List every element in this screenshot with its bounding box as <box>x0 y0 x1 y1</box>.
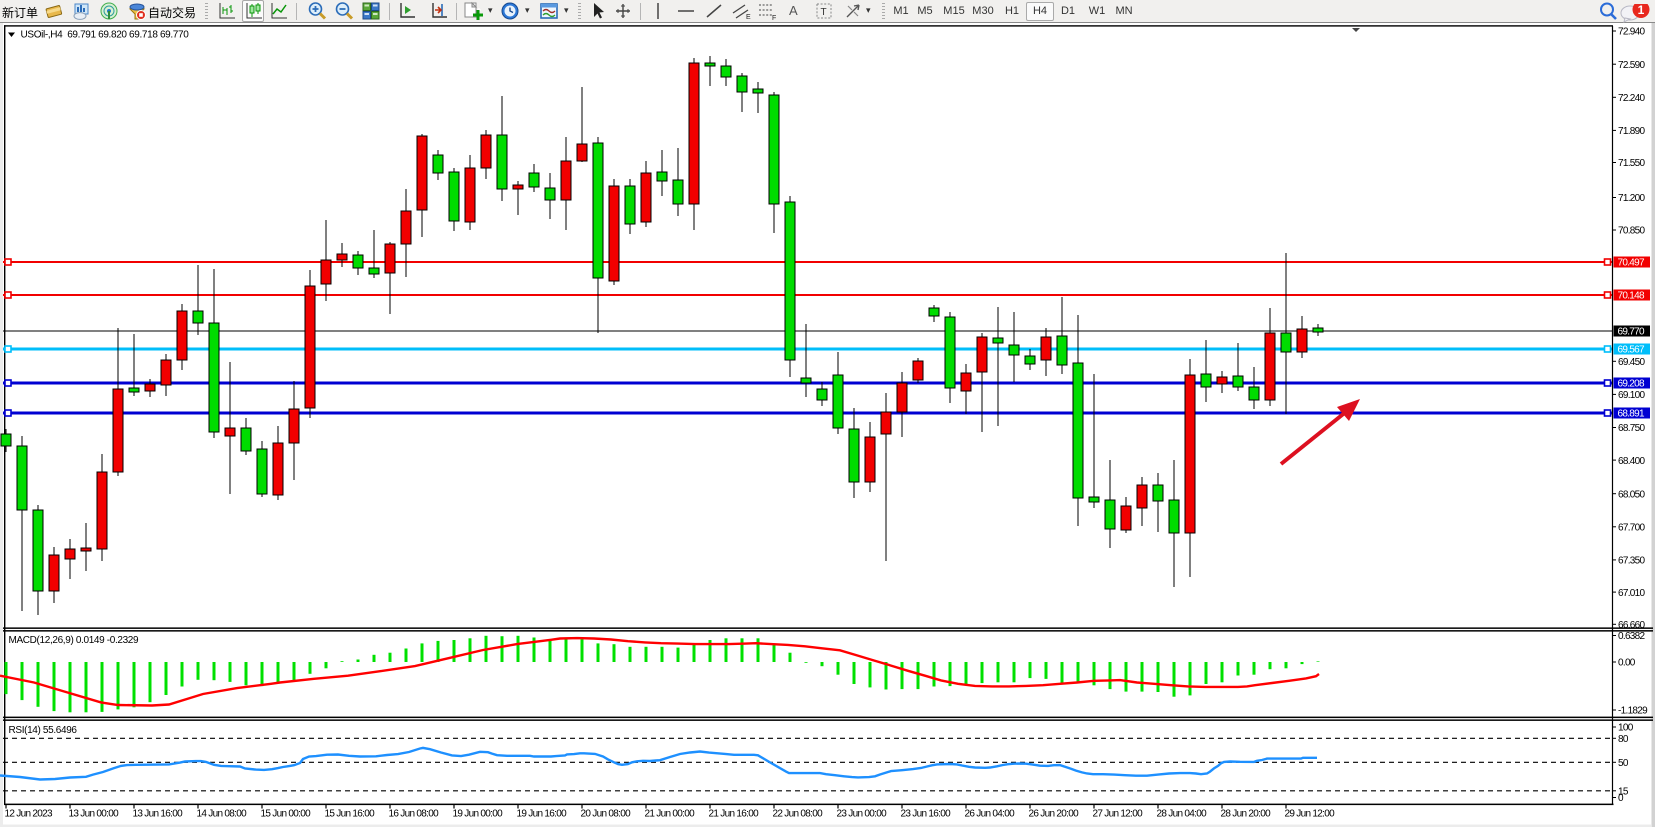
svg-text:21 Jun 00:00: 21 Jun 00:00 <box>645 809 696 820</box>
svg-text:26 Jun 20:00: 26 Jun 20:00 <box>1029 809 1080 820</box>
svg-text:27 Jun 12:00: 27 Jun 12:00 <box>1093 809 1144 820</box>
svg-text:70.850: 70.850 <box>1618 226 1646 237</box>
svg-text:69.208: 69.208 <box>1618 379 1646 390</box>
svg-text:68.891: 68.891 <box>1618 409 1646 420</box>
svg-text:USOil-,H4 69.791 69.820 69.71: USOil-,H4 69.791 69.820 69.718 69.770 <box>21 30 190 41</box>
svg-text:70.497: 70.497 <box>1618 258 1646 269</box>
svg-text:50: 50 <box>1618 758 1629 769</box>
svg-text:0.00: 0.00 <box>1618 658 1636 669</box>
svg-text:100: 100 <box>1618 723 1634 734</box>
svg-text:RSI(14) 55.6496: RSI(14) 55.6496 <box>9 725 78 736</box>
svg-text:23 Jun 16:00: 23 Jun 16:00 <box>901 809 952 820</box>
svg-text:71.200: 71.200 <box>1618 193 1646 204</box>
svg-text:15: 15 <box>1618 787 1629 798</box>
svg-text:20 Jun 08:00: 20 Jun 08:00 <box>581 809 632 820</box>
svg-text:69.100: 69.100 <box>1618 390 1646 401</box>
svg-text:70.148: 70.148 <box>1618 291 1646 302</box>
svg-text:68.750: 68.750 <box>1618 423 1646 434</box>
svg-text:21 Jun 16:00: 21 Jun 16:00 <box>709 809 760 820</box>
svg-text:19 Jun 00:00: 19 Jun 00:00 <box>453 809 504 820</box>
svg-text:69.567: 69.567 <box>1618 345 1646 356</box>
svg-text:71.550: 71.550 <box>1618 158 1646 169</box>
svg-text:MACD(12,26,9) 0.0149 -0.2329: MACD(12,26,9) 0.0149 -0.2329 <box>9 635 140 646</box>
svg-text:28 Jun 04:00: 28 Jun 04:00 <box>1157 809 1208 820</box>
svg-text:68.050: 68.050 <box>1618 489 1646 500</box>
svg-text:F: F <box>772 15 776 21</box>
svg-text:68.400: 68.400 <box>1618 456 1646 467</box>
svg-text:-1.1829: -1.1829 <box>1618 706 1648 717</box>
svg-text:67.350: 67.350 <box>1618 556 1646 567</box>
svg-text:69.770: 69.770 <box>1618 327 1646 338</box>
svg-text:72.590: 72.590 <box>1618 60 1646 71</box>
svg-text:14 Jun 08:00: 14 Jun 08:00 <box>197 809 248 820</box>
svg-text:69.450: 69.450 <box>1618 357 1646 368</box>
svg-text:71.890: 71.890 <box>1618 126 1646 137</box>
svg-text:72.940: 72.940 <box>1618 27 1646 38</box>
svg-text:66.660: 66.660 <box>1618 620 1646 631</box>
svg-text:E: E <box>746 14 751 21</box>
svg-text:12 Jun 2023: 12 Jun 2023 <box>5 809 53 820</box>
svg-text:26 Jun 04:00: 26 Jun 04:00 <box>965 809 1016 820</box>
svg-text:1: 1 <box>1638 4 1645 17</box>
svg-text:13 Jun 16:00: 13 Jun 16:00 <box>133 809 184 820</box>
svg-text:19 Jun 16:00: 19 Jun 16:00 <box>517 809 568 820</box>
svg-text:23 Jun 00:00: 23 Jun 00:00 <box>837 809 888 820</box>
svg-text:0: 0 <box>1618 793 1624 804</box>
svg-text:15 Jun 00:00: 15 Jun 00:00 <box>261 809 312 820</box>
svg-text:13 Jun 00:00: 13 Jun 00:00 <box>69 809 120 820</box>
svg-text:T: T <box>821 7 827 18</box>
svg-text:67.700: 67.700 <box>1618 523 1646 534</box>
svg-text:29 Jun 12:00: 29 Jun 12:00 <box>1285 809 1336 820</box>
svg-text:72.240: 72.240 <box>1618 93 1646 104</box>
svg-text:22 Jun 08:00: 22 Jun 08:00 <box>773 809 824 820</box>
svg-text:67.010: 67.010 <box>1618 588 1646 599</box>
svg-text:28 Jun 20:00: 28 Jun 20:00 <box>1221 809 1272 820</box>
svg-text:80: 80 <box>1618 734 1629 745</box>
svg-text:16 Jun 08:00: 16 Jun 08:00 <box>389 809 440 820</box>
svg-text:15 Jun 16:00: 15 Jun 16:00 <box>325 809 376 820</box>
svg-text:0.6382: 0.6382 <box>1618 631 1646 642</box>
